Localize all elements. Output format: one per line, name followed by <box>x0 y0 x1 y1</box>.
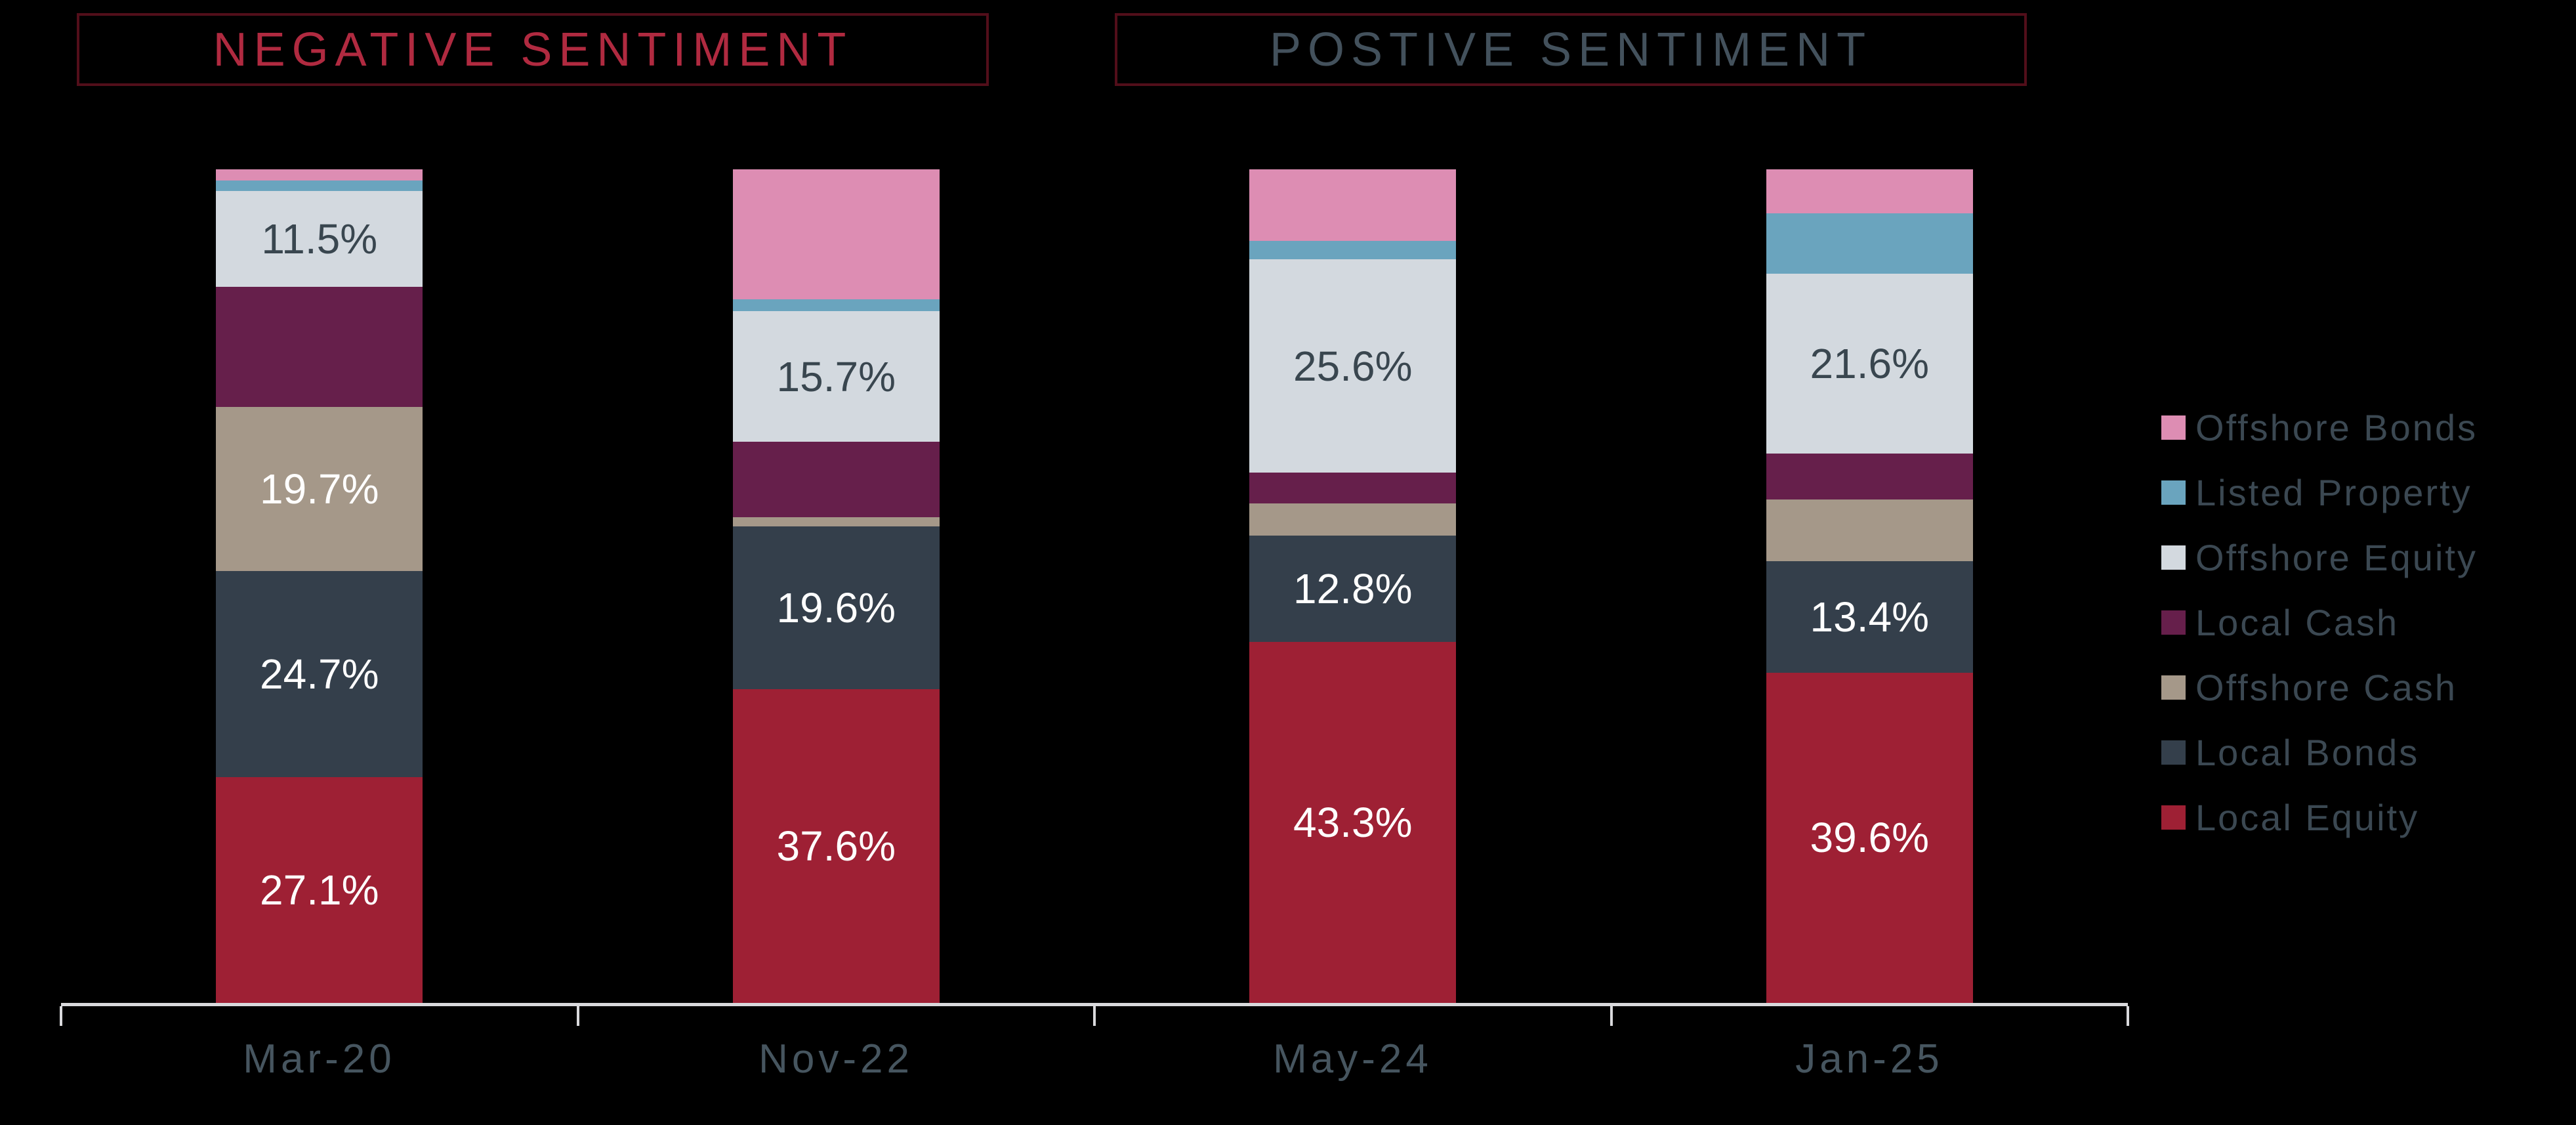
bar-jan-25: 21.6% 13.4% 39.6% <box>1766 169 1973 1003</box>
x-axis-tick <box>60 1006 62 1026</box>
bar-mar-20: 11.5% 19.7% 24.7% 27.1% <box>216 169 423 1003</box>
bar-nov-22: 15.7% 19.6% 37.6% <box>732 169 940 1003</box>
segment-local-equity-jan-25: 39.6% <box>1766 673 1973 1003</box>
segment-offshore-equity-mar-20: 11.5% <box>216 191 423 287</box>
segment-offshore-cash-mar-20: 19.7% <box>216 406 423 572</box>
legend-item-local-bonds: Local Bonds <box>2161 720 2419 785</box>
segment-value-label: 15.7% <box>776 352 896 400</box>
segment-offshore-equity-may-24: 25.6% <box>1249 259 1457 473</box>
legend-label: Local Cash <box>2195 602 2399 643</box>
x-axis-label-mar-20: Mar-20 <box>243 1036 396 1082</box>
legend-item-listed-property: Listed Property <box>2161 460 2472 525</box>
segment-value-label: 13.4% <box>1810 593 1929 641</box>
segment-local-bonds-may-24: 12.8% <box>1249 535 1457 643</box>
x-axis-label-nov-22: Nov-22 <box>758 1036 913 1082</box>
legend-item-local-cash: Local Cash <box>2161 590 2399 655</box>
legend-swatch-icon <box>2161 610 2186 635</box>
x-axis-label-jan-25: Jan-25 <box>1795 1036 1943 1082</box>
segment-offshore-bonds-mar-20 <box>216 169 423 180</box>
segment-offshore-cash-nov-22 <box>732 517 940 526</box>
segment-local-equity-nov-22: 37.6% <box>732 689 940 1003</box>
segment-listed-property-may-24 <box>1249 241 1457 260</box>
segment-value-label: 39.6% <box>1810 814 1929 862</box>
legend-label: Listed Property <box>2195 472 2472 513</box>
legend-swatch-icon <box>2161 545 2186 570</box>
positive-sentiment-label: POSTIVE SENTIMENT <box>1269 23 1873 76</box>
segment-local-cash-nov-22 <box>732 442 940 517</box>
x-axis-line <box>61 1003 2128 1006</box>
legend-swatch-icon <box>2161 480 2186 505</box>
legend-item-local-equity: Local Equity <box>2161 785 2419 850</box>
segment-listed-property-mar-20 <box>216 180 423 191</box>
segment-value-label: 21.6% <box>1810 339 1929 387</box>
legend-swatch-icon <box>2161 415 2186 440</box>
x-axis-tick <box>2127 1006 2129 1026</box>
legend-item-offshore-equity: Offshore Equity <box>2161 525 2478 590</box>
legend-label: Local Equity <box>2195 797 2420 838</box>
segment-offshore-equity-jan-25: 21.6% <box>1766 273 1973 454</box>
segment-offshore-bonds-jan-25 <box>1766 169 1973 214</box>
segment-local-cash-jan-25 <box>1766 454 1973 499</box>
segment-local-cash-mar-20 <box>216 287 423 407</box>
legend-item-offshore-cash: Offshore Cash <box>2161 655 2457 720</box>
x-axis-tick <box>1610 1006 1613 1026</box>
legend-label: Offshore Cash <box>2195 667 2458 708</box>
segment-listed-property-nov-22 <box>732 299 940 311</box>
legend-label: Offshore Equity <box>2195 537 2478 578</box>
legend-label: Local Bonds <box>2195 732 2420 773</box>
segment-local-bonds-jan-25: 13.4% <box>1766 561 1973 673</box>
segment-value-label: 19.7% <box>260 465 379 513</box>
segment-value-label: 19.6% <box>776 584 896 631</box>
segment-offshore-equity-nov-22: 15.7% <box>732 310 940 442</box>
segment-local-bonds-mar-20: 24.7% <box>216 571 423 777</box>
legend-label: Offshore Bonds <box>2195 407 2478 448</box>
segment-value-label: 25.6% <box>1293 342 1413 390</box>
segment-value-label: 12.8% <box>1293 564 1413 612</box>
segment-offshore-cash-may-24 <box>1249 503 1457 536</box>
segment-offshore-cash-jan-25 <box>1766 499 1973 561</box>
segment-value-label: 27.1% <box>260 866 379 914</box>
segment-value-label: 37.6% <box>776 822 896 870</box>
negative-sentiment-box: NEGATIVE SENTIMENT <box>77 13 989 86</box>
positive-sentiment-box: POSTIVE SENTIMENT <box>1115 13 2027 86</box>
negative-sentiment-label: NEGATIVE SENTIMENT <box>213 23 853 76</box>
segment-value-label: 11.5% <box>261 215 378 263</box>
segment-value-label: 43.3% <box>1293 799 1413 846</box>
segment-listed-property-jan-25 <box>1766 213 1973 274</box>
x-axis-tick <box>1093 1006 1096 1026</box>
segment-local-equity-may-24: 43.3% <box>1249 642 1457 1003</box>
segment-offshore-bonds-nov-22 <box>732 169 940 300</box>
x-axis-tick <box>576 1006 579 1026</box>
segment-local-bonds-nov-22: 19.6% <box>732 526 940 690</box>
legend-item-offshore-bonds: Offshore Bonds <box>2161 395 2478 460</box>
legend-swatch-icon <box>2161 740 2186 765</box>
x-axis-label-may-24: May-24 <box>1273 1036 1432 1082</box>
segment-local-equity-mar-20: 27.1% <box>216 776 423 1003</box>
segment-value-label: 24.7% <box>260 650 379 698</box>
legend-swatch-icon <box>2161 805 2186 830</box>
segment-local-cash-may-24 <box>1249 473 1457 504</box>
bar-may-24: 25.6% 12.8% 43.3% <box>1249 169 1457 1003</box>
segment-offshore-bonds-may-24 <box>1249 169 1457 242</box>
legend-swatch-icon <box>2161 675 2186 700</box>
